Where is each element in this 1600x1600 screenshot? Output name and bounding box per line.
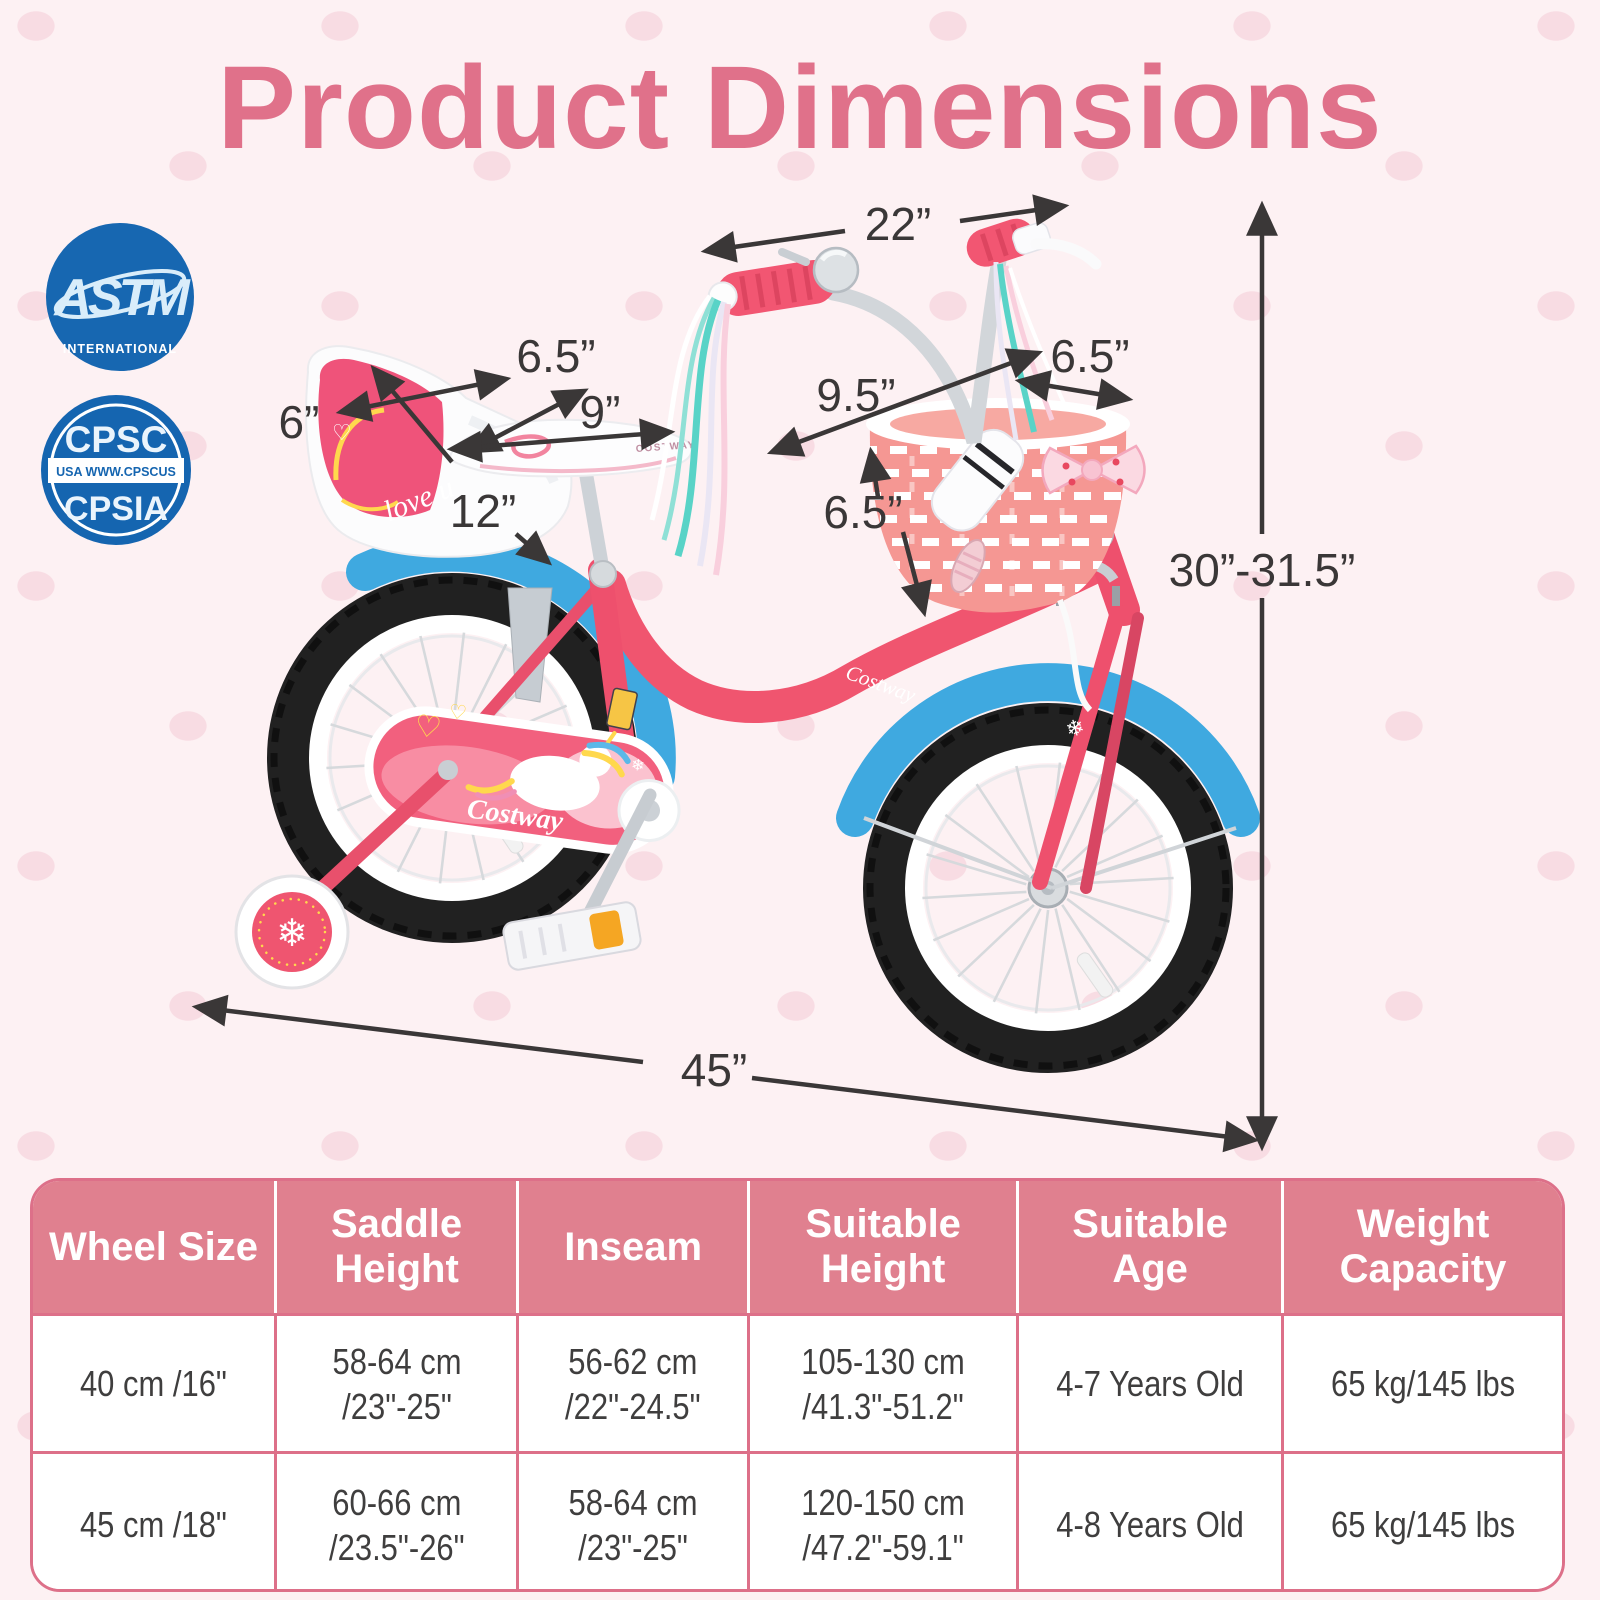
fork-blade-near bbox=[1032, 604, 1126, 890]
snowflake-icon: ❄ bbox=[630, 757, 646, 776]
spec-cell: 58-64 cm /23"-25" bbox=[519, 1451, 751, 1589]
spec-cell: 4-7 Years Old bbox=[1019, 1313, 1285, 1451]
dim-label-saddle-width: 6.5” bbox=[516, 330, 595, 382]
dim-label-doll-seat-back-width: 6” bbox=[279, 396, 320, 448]
cpsc-badge-line3: CPSIA bbox=[64, 490, 168, 528]
spec-cell: 60-66 cm /23.5"-26" bbox=[277, 1451, 520, 1589]
spec-header-suitable-age: Suitable Age bbox=[1019, 1181, 1285, 1313]
dim-arrow-12 bbox=[370, 364, 454, 464]
spec-cell: 4-8 Years Old bbox=[1019, 1451, 1285, 1589]
spec-value: 40 cm /16" bbox=[80, 1363, 227, 1404]
front-reflector bbox=[1076, 952, 1114, 998]
astm-badge-subtitle: INTERNATIONAL bbox=[63, 342, 177, 356]
astm-badge: ASTM INTERNATIONAL bbox=[46, 223, 195, 371]
dim-arrow-45 bbox=[191, 994, 644, 1065]
dim-arrow-45 bbox=[751, 1075, 1260, 1153]
dim-label-handlebar-width: 22” bbox=[865, 198, 931, 250]
brake-lever bbox=[1012, 222, 1102, 270]
fork-blade-far bbox=[1080, 612, 1144, 894]
page-title: Product Dimensions bbox=[217, 42, 1383, 174]
cpsc-badge: CPSC USA WWW.CPSCUS CPSIA bbox=[41, 395, 191, 545]
dim-arrow-6 bbox=[335, 369, 512, 422]
spec-header-inseam: Inseam bbox=[519, 1181, 751, 1313]
dim-label-saddle-length: 9” bbox=[580, 386, 621, 438]
dim-arrow-6-5-basket-height bbox=[900, 531, 932, 618]
seat-clamp bbox=[589, 560, 617, 588]
seat-post bbox=[578, 466, 610, 574]
spec-value: 58-64 cm /23"-25" bbox=[568, 1481, 698, 1568]
astm-swoosh-icon bbox=[53, 269, 187, 319]
spec-value: 60-66 cm /23.5"-26" bbox=[328, 1481, 465, 1568]
dim-arrow-12 bbox=[514, 530, 553, 566]
dim-label-basket-height: 6.5” bbox=[823, 486, 902, 538]
left-streamers bbox=[649, 294, 731, 576]
dim-label-doll-seat-length: 12” bbox=[450, 485, 516, 537]
fender-stay bbox=[863, 816, 1053, 890]
dim-label-basket-top-width: 6.5” bbox=[1050, 330, 1129, 382]
dim-arrow-22 bbox=[959, 194, 1070, 227]
pedal-reflector bbox=[589, 910, 624, 950]
dim-label-overall-length: 45” bbox=[681, 1044, 747, 1096]
stem-reflector bbox=[950, 539, 986, 593]
heart-icon: ♡ bbox=[447, 701, 468, 725]
spec-cell: 65 kg/145 lbs bbox=[1284, 1451, 1562, 1589]
snowflake-icon: ❄ bbox=[276, 913, 308, 955]
spec-header-saddle-height: Saddle Height bbox=[277, 1181, 520, 1313]
cpsc-badge-band bbox=[48, 458, 184, 483]
training-wheel: ❄ bbox=[234, 760, 458, 990]
dim-arrow-6-5-basket-top bbox=[1014, 370, 1134, 410]
spec-cell: 56-62 cm /22"-24.5" bbox=[519, 1313, 751, 1451]
spec-header-wheel-size: Wheel Size bbox=[33, 1181, 278, 1313]
front-fender bbox=[836, 663, 1260, 837]
spec-value: 58-64 cm /23"-25" bbox=[332, 1340, 462, 1427]
cpsc-badge-line1: CPSC bbox=[65, 419, 168, 460]
handlebar-assembly bbox=[649, 218, 1102, 593]
top-tube bbox=[594, 546, 1122, 723]
spec-table: Wheel Size Saddle Height Inseam Suitable… bbox=[30, 1178, 1565, 1592]
cpsc-badge-line2: USA WWW.CPSCUS bbox=[56, 465, 176, 479]
unicorn-graphic bbox=[465, 730, 631, 811]
spec-value: 105-130 cm /41.3"-51.2" bbox=[801, 1340, 965, 1427]
basket-bow bbox=[1041, 444, 1146, 495]
chain-guard: ♡ ♡ ❄ Costway bbox=[364, 701, 681, 854]
spec-cell: 65 kg/145 lbs bbox=[1284, 1313, 1562, 1451]
spec-cell: 40 cm /16" bbox=[33, 1313, 278, 1451]
spec-value: 45 cm /18" bbox=[80, 1504, 227, 1545]
spec-value: 4-7 Years Old bbox=[1056, 1363, 1244, 1404]
spec-header-weight-capacity: Weight Capacity bbox=[1284, 1181, 1562, 1313]
basket-ribbon bbox=[1057, 598, 1093, 713]
dim-arrow-9-5 bbox=[766, 348, 1044, 457]
dim-arrow-9 bbox=[446, 418, 676, 463]
dim-label-handlebar-height: 30”-31.5” bbox=[1169, 544, 1356, 596]
spec-cell: 45 cm /18" bbox=[33, 1451, 278, 1589]
dim-arrow-6-5-basket-height bbox=[859, 446, 892, 498]
spec-cell: 58-64 cm /23"-25" bbox=[277, 1313, 520, 1451]
spec-header-suitable-height: Suitable Height bbox=[750, 1181, 1020, 1313]
dimension-annotations: 22” 6” 6.5” 9” 12” 9.5” 6.5” 6.5” 30”-31… bbox=[191, 194, 1356, 1153]
spec-value: 4-8 Years Old bbox=[1056, 1504, 1244, 1545]
heart-icon: ♡ bbox=[332, 420, 352, 445]
spec-cell: 105-130 cm /41.3"-51.2" bbox=[750, 1313, 1020, 1451]
bell bbox=[778, 246, 860, 294]
spec-value: 65 kg/145 lbs bbox=[1330, 1363, 1516, 1404]
training-wheel-arm bbox=[304, 764, 456, 906]
heart-icon: ♡ bbox=[412, 709, 443, 745]
crank-and-pedal bbox=[502, 788, 657, 971]
warning-sticker bbox=[606, 687, 638, 731]
dim-arrow-22 bbox=[700, 228, 846, 263]
spec-cell: 120-150 cm /47.2"-59.1" bbox=[750, 1451, 1020, 1589]
spec-value: 120-150 cm /47.2"-59.1" bbox=[801, 1481, 965, 1568]
dim-label-basket-length: 9.5” bbox=[816, 369, 895, 421]
front-wheel-spokes bbox=[922, 762, 1174, 1014]
spec-value: 56-62 cm /22"-24.5" bbox=[565, 1340, 701, 1427]
spec-value: 65 kg/145 lbs bbox=[1330, 1504, 1516, 1545]
